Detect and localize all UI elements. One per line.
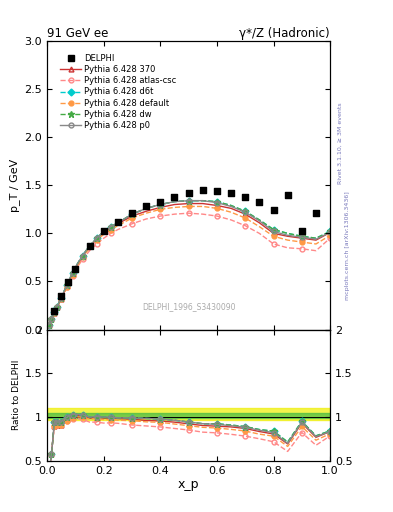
Point [129,209,135,217]
Text: Rivet 3.1.10, ≥ 3M events: Rivet 3.1.10, ≥ 3M events [338,102,342,184]
Point [143,202,149,210]
Point [285,191,291,199]
Text: DELPHI_1996_S3430090: DELPHI_1996_S3430090 [142,302,235,311]
Point [214,187,220,195]
X-axis label: x_p: x_p [178,478,199,492]
Point [86,242,93,250]
Point [72,265,79,273]
Point [299,227,305,236]
Text: 91 GeV ee: 91 GeV ee [47,27,108,40]
Point [185,189,192,197]
Bar [47,413,330,418]
Point [65,279,72,287]
Legend: DELPHI, Pythia 6.428 370, Pythia 6.428 atlas-csc, Pythia 6.428 d6t, Pythia 6.428: DELPHI, Pythia 6.428 370, Pythia 6.428 a… [57,51,180,133]
Point [313,209,319,217]
Point [256,198,263,206]
Point [270,206,277,215]
Point [228,189,234,197]
Point [171,193,178,201]
Point [58,292,64,300]
Text: mcplots.cern.ch [arXiv:1306.3436]: mcplots.cern.ch [arXiv:1306.3436] [345,191,350,300]
Text: γ*/Z (Hadronic): γ*/Z (Hadronic) [239,27,330,40]
Point [101,227,107,236]
Bar [47,408,330,420]
Point [242,193,248,201]
Point [157,198,163,206]
Y-axis label: Ratio to DELPHI: Ratio to DELPHI [11,360,20,431]
Point [51,307,57,315]
Point [115,218,121,226]
Y-axis label: p_T / GeV: p_T / GeV [9,159,20,212]
Point [200,186,206,194]
